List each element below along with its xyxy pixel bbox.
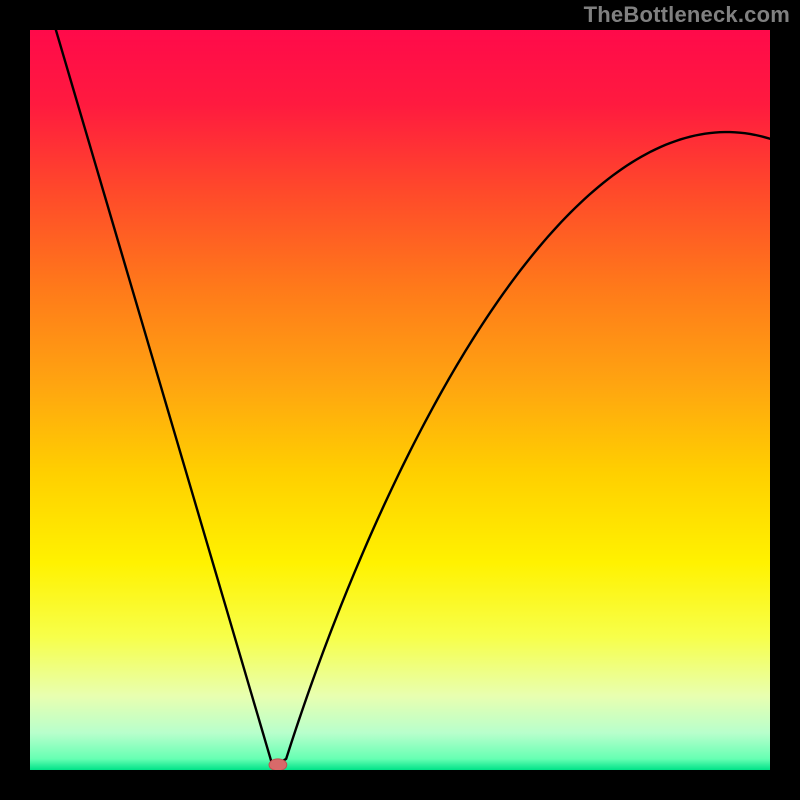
watermark-text: TheBottleneck.com: [584, 2, 790, 28]
plot-area: [30, 30, 770, 770]
chart-container: TheBottleneck.com: [0, 0, 800, 800]
optimum-marker: [269, 759, 287, 770]
